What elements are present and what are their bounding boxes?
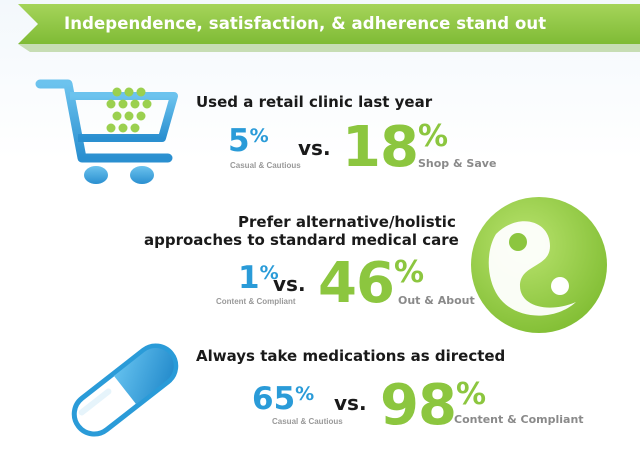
vs-label: vs. (273, 272, 306, 296)
vs-label: vs. (298, 136, 331, 160)
vs-label: vs. (334, 391, 367, 415)
stat-title-medications: Always take medications as directed (196, 347, 506, 365)
segment-label-small: Content & Compliant (216, 297, 296, 306)
segment-label-big: Out & About (398, 294, 475, 307)
stat-title-alternative-line1: Prefer alternative/holistic (238, 213, 456, 231)
banner-title: Independence, satisfaction, & adherence … (64, 14, 547, 33)
stat-small-value: 1 (238, 260, 260, 296)
segment-label-small: Casual & Cautious (272, 417, 343, 426)
stat-small-percent-retail: 5% (228, 123, 269, 159)
percent-sign: % (417, 119, 448, 154)
segment-label-big: Content & Compliant (454, 413, 584, 426)
stat-big-percent-alternative: 46% (318, 256, 424, 312)
stat-big-percent-medications: 98% (380, 378, 486, 434)
stat-big-value: 46 (318, 251, 395, 316)
stat-small-percent-medications: 65% (252, 381, 314, 417)
stat-big-value: 18 (342, 115, 419, 180)
stat-big-value: 98 (380, 373, 457, 438)
banner-ribbon-shape (18, 4, 640, 52)
stat-small-value: 5 (228, 123, 250, 159)
header-banner: Independence, satisfaction, & adherence … (0, 0, 640, 62)
segment-label-small: Casual & Cautious (230, 161, 301, 170)
stat-small-percent-alternative: 1% (238, 260, 279, 296)
percent-sign: % (295, 383, 315, 405)
percent-sign: % (393, 255, 424, 290)
stat-big-percent-retail: 18% (342, 120, 448, 176)
stat-title-retail-clinic: Used a retail clinic last year (196, 93, 433, 111)
yin-yang-icon (468, 194, 610, 336)
segment-label-big: Shop & Save (418, 157, 497, 170)
pill-capsule-icon (60, 338, 190, 442)
stat-small-value: 65 (252, 381, 296, 417)
percent-sign: % (259, 262, 279, 284)
percent-sign: % (249, 125, 269, 147)
shopping-cart-icon (34, 74, 184, 192)
percent-sign: % (455, 377, 486, 412)
stat-title-alternative-line2: approaches to standard medical care (144, 231, 459, 249)
